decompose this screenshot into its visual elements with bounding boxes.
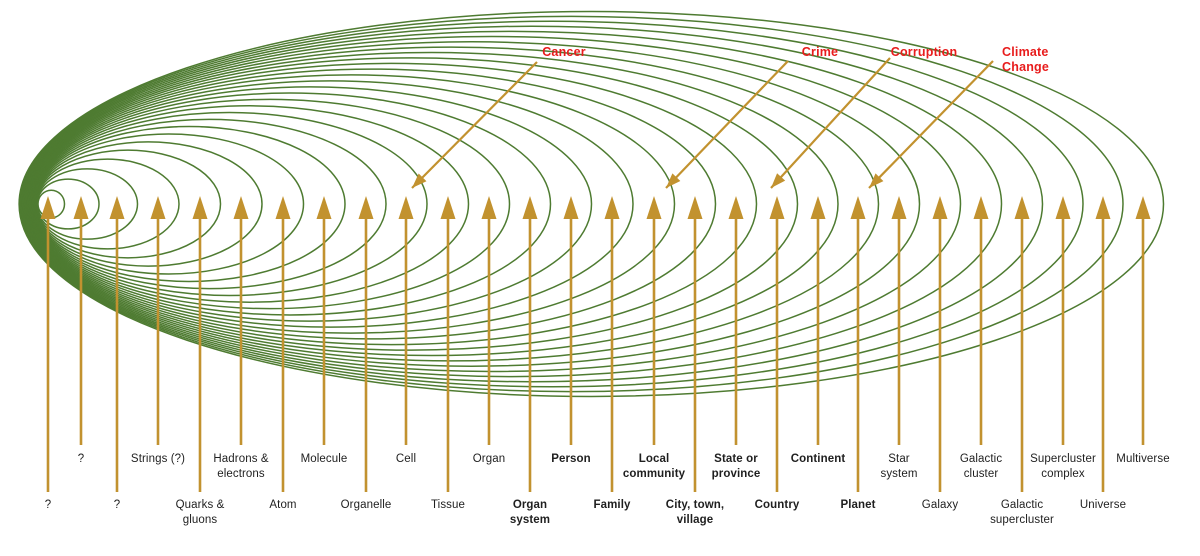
level-arrow — [522, 196, 538, 492]
level-label: Atom — [269, 499, 297, 511]
level-label: Quarks & gluons — [175, 499, 225, 526]
level-label: Strings (?) — [130, 453, 186, 465]
level-label: Molecule — [300, 453, 348, 465]
issue-arrow — [411, 61, 538, 189]
level-label: Galactic supercluster — [990, 499, 1054, 526]
level-arrow — [275, 196, 291, 492]
level-label: Hadrons & electrons — [213, 453, 269, 480]
level-label: Universe — [1079, 499, 1127, 511]
level-arrow — [891, 196, 907, 445]
level-arrow — [728, 196, 744, 445]
level-arrow — [1014, 196, 1030, 492]
level-arrow — [233, 196, 249, 445]
level-arrow — [1135, 196, 1151, 445]
level-label: Planet — [840, 499, 876, 511]
level-arrow — [358, 196, 374, 492]
level-arrow — [687, 196, 703, 492]
issue-label: Cancer — [542, 45, 586, 59]
issue-label: Crime — [801, 45, 839, 59]
level-label: ? — [113, 499, 121, 511]
level-label: Galactic cluster — [959, 453, 1003, 480]
level-arrow — [810, 196, 826, 445]
level-label: City, town, village — [665, 499, 725, 526]
issue-label: Climate Change — [1002, 45, 1050, 74]
level-label: Galaxy — [921, 499, 959, 511]
level-label: Tissue — [430, 499, 466, 511]
level-label: Country — [754, 499, 800, 511]
level-arrow — [1055, 196, 1071, 445]
level-label: Continent — [790, 453, 846, 465]
level-arrow — [40, 196, 56, 492]
level-label: Supercluster complex — [1030, 453, 1096, 480]
level-arrow — [481, 196, 497, 445]
level-label: Family — [593, 499, 631, 511]
level-arrow — [316, 196, 332, 445]
issue-label: Corruption — [890, 45, 958, 59]
level-label: Organ system — [509, 499, 551, 526]
level-arrow — [646, 196, 662, 445]
level-arrow — [850, 196, 866, 492]
level-arrow — [563, 196, 579, 445]
level-label: Star system — [880, 453, 918, 480]
level-label: Local community — [622, 453, 686, 480]
level-label: State or province — [711, 453, 761, 480]
level-label: Person — [551, 453, 591, 465]
level-arrow — [73, 196, 89, 445]
issue-arrow — [770, 57, 891, 189]
level-arrow — [398, 196, 414, 445]
level-arrow — [604, 196, 620, 492]
level-arrow — [150, 196, 166, 445]
level-arrow — [973, 196, 989, 445]
level-label: ? — [77, 453, 85, 465]
level-label: Multiverse — [1116, 453, 1170, 465]
level-label: Organ — [472, 453, 506, 465]
level-label: ? — [44, 499, 52, 511]
level-label: Cell — [395, 453, 417, 465]
level-label: Organelle — [340, 499, 392, 511]
level-arrow — [192, 196, 208, 492]
issue-arrow — [665, 60, 789, 189]
level-arrow — [769, 196, 785, 492]
level-arrow — [932, 196, 948, 492]
issue-arrow — [868, 60, 994, 189]
level-arrow — [109, 196, 125, 492]
level-arrow — [440, 196, 456, 492]
level-arrow — [1095, 196, 1111, 492]
